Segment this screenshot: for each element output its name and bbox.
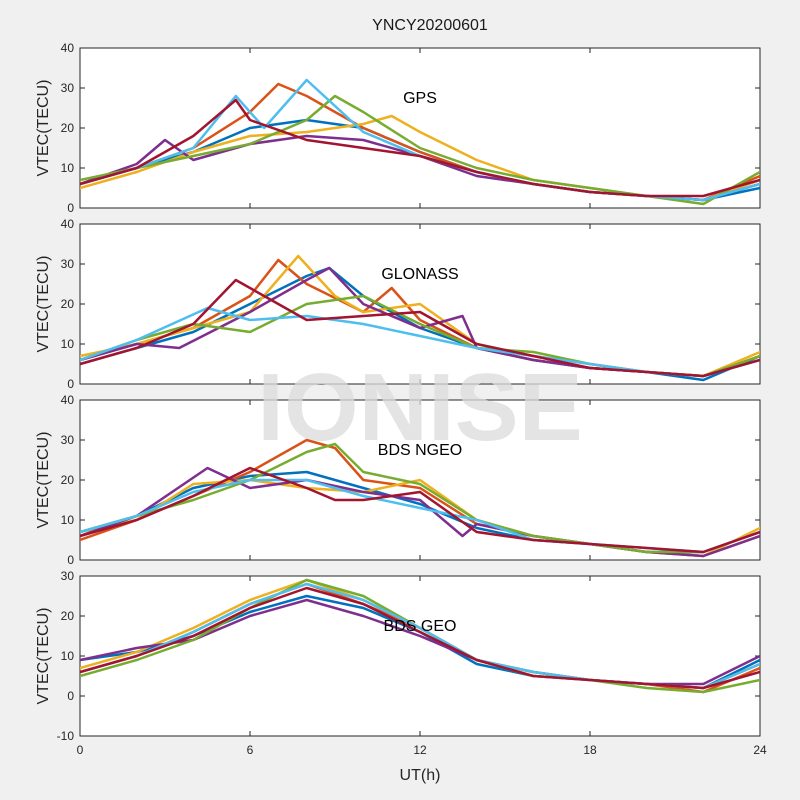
x-tick-label: 24 [753,743,767,757]
panel-label: GPS [403,90,437,107]
panel-0: 0 10 20 30 40 GPS VTEC(TECU) [35,41,761,215]
series-group [80,78,760,206]
y-axis-label: VTEC(TECU) [35,432,52,529]
y-tick-label: -10 [57,729,75,743]
y-tick-label: 20 [61,473,75,487]
panels: 0 10 20 30 40 GPS VTEC(TECU) 0 10 20 30 40 GLONASS VT… [35,41,767,757]
y-tick-label: 0 [67,689,74,703]
x-tick-label: 18 [583,743,597,757]
series-line [80,98,760,198]
panel-1: 0 10 20 30 40 GLONASS VTEC(TECU) [35,217,761,391]
x-tick-label: 6 [247,743,254,757]
figure-title: YNCY20200601 [372,17,488,34]
y-axis-label: VTEC(TECU) [35,80,52,177]
y-tick-label: 0 [67,201,74,215]
y-tick-label: 30 [61,433,75,447]
plot-area [79,47,761,209]
y-tick-label: 0 [67,553,74,567]
y-tick-label: 40 [61,41,75,55]
panel-label: BDS GEO [384,618,457,635]
y-tick-label: 30 [61,569,75,583]
y-tick-label: 0 [67,377,74,391]
series-line [80,466,760,554]
y-tick-label: 20 [61,297,75,311]
series-group [80,254,760,382]
y-tick-label: 10 [61,513,75,527]
x-tick-label: 0 [77,743,84,757]
series-line [80,442,760,554]
plot-area [79,575,761,737]
y-axis-label: VTEC(TECU) [35,256,52,353]
y-tick-label: 20 [61,609,75,623]
y-axis-label: VTEC(TECU) [35,608,52,705]
panel-2: 0 10 20 30 40 BDS NGEO VTEC(TECU) [35,393,761,567]
x-tick-label: 12 [413,743,427,757]
y-tick-label: 30 [61,257,75,271]
y-tick-label: 30 [61,81,75,95]
y-tick-label: 40 [61,393,75,407]
x-axis-label: UT(h) [400,767,441,784]
y-tick-label: 40 [61,217,75,231]
series-group [80,578,760,694]
series-line [80,586,760,690]
series-line [80,278,760,378]
watermark: IONISE [257,354,582,461]
y-tick-label: 10 [61,161,75,175]
panel-label: BDS NGEO [378,442,462,459]
series-group [80,438,760,558]
y-tick-label: 10 [61,337,75,351]
y-tick-label: 10 [61,649,75,663]
panel-label: GLONASS [381,266,458,283]
y-tick-label: 20 [61,121,75,135]
